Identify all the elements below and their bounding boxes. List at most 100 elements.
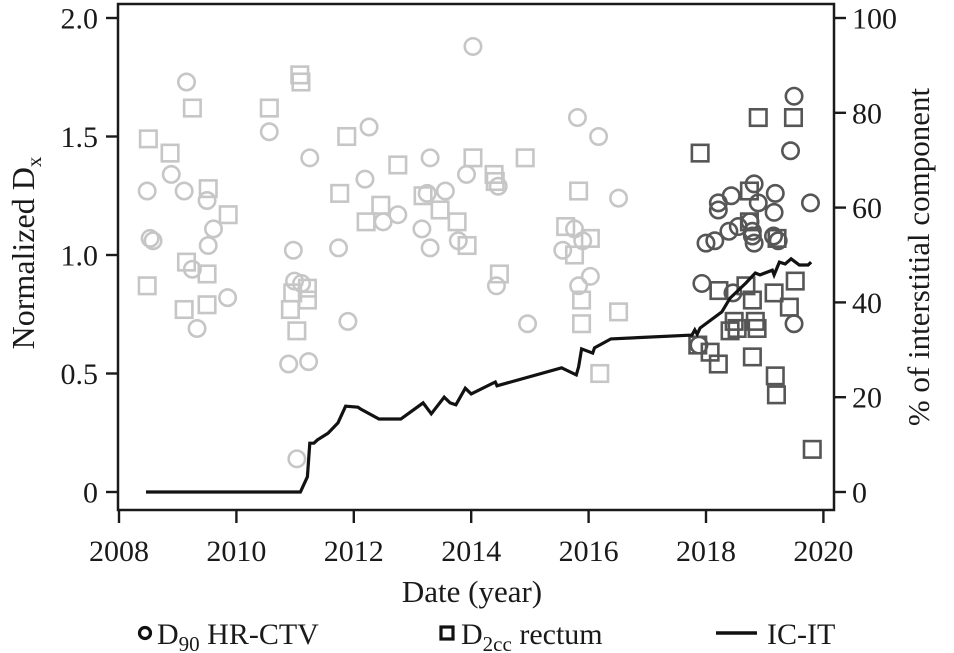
data-point-square [176, 252, 197, 272]
data-point-square [515, 148, 535, 168]
data-point-square [337, 126, 357, 147]
data-point-circle [609, 188, 629, 208]
data-point-circle [299, 352, 319, 372]
data-point-circle [412, 219, 432, 239]
data-point-circle [259, 122, 279, 142]
data-point-square [739, 212, 759, 232]
data-point-square [457, 235, 477, 256]
y-right-tick-label: 40 [852, 287, 882, 320]
data-point-square [564, 245, 585, 265]
data-point-square [764, 283, 784, 303]
data-point-circle [705, 231, 725, 251]
x-tick-label: 2010 [206, 535, 266, 568]
data-point-circle [338, 311, 358, 331]
data-point-circle [488, 176, 508, 196]
data-point-square [747, 318, 767, 339]
data-point-circle [283, 240, 303, 260]
data-point-circle [781, 141, 801, 161]
data-point-square [708, 354, 728, 374]
data-point-square [556, 217, 576, 237]
y-right-tick-label: 80 [852, 97, 882, 130]
data-point-circle [719, 221, 739, 241]
data-point-circle [161, 164, 181, 184]
data-point-circle [708, 200, 728, 220]
data-point-square [174, 299, 194, 320]
data-point-square [160, 143, 180, 163]
data-point-square [447, 212, 467, 232]
x-tick-label: 2018 [676, 535, 736, 568]
data-point-circle [177, 72, 197, 92]
data-point-circle [457, 164, 477, 184]
data-point-square [138, 129, 158, 149]
x-tick-label: 2016 [559, 535, 619, 568]
data-point-square [785, 271, 805, 291]
x-tick-label: 2008 [89, 535, 149, 568]
y-left-ticks: 0 0.5 1.0 1.5 2.0 [61, 3, 118, 510]
y-axis-left-title: Normalized Dx [5, 156, 46, 349]
data-point-square [690, 143, 710, 163]
x-tick-label: 2012 [324, 535, 384, 568]
data-point-circle [373, 212, 393, 232]
data-point-square [783, 107, 804, 128]
legend-label-ic-it: IC-IT [767, 618, 835, 651]
data-point-square [489, 264, 509, 284]
data-point-square [767, 228, 787, 248]
data-point-square [280, 299, 300, 320]
data-point-square [608, 302, 629, 322]
y-right-tick-label: 100 [852, 3, 897, 36]
data-point-square [736, 276, 756, 296]
data-point-circle [580, 266, 600, 286]
data-point-square [218, 205, 238, 225]
legend-square-marker [439, 625, 455, 641]
data-point-circle [569, 276, 589, 296]
data-point-circle [204, 219, 224, 239]
data-point-circle [287, 449, 307, 469]
x-axis-title: Date (year) [402, 574, 542, 609]
data-point-square [330, 183, 350, 203]
data-point-square [182, 98, 202, 118]
data-point-circle [553, 240, 573, 260]
data-point-circle [300, 148, 320, 168]
data-point-square [739, 181, 759, 201]
data-point-circle [197, 190, 217, 210]
data-point-square [388, 155, 408, 175]
data-point-square [572, 290, 592, 310]
data-point-square [569, 181, 589, 201]
data-point-square [259, 98, 279, 118]
data-point-square [430, 200, 450, 220]
y-left-tick-label: 0.5 [61, 358, 99, 391]
data-point-circle [567, 108, 587, 128]
y-left-tick-label: 2.0 [61, 3, 99, 36]
legend-label-d2cc-rectum: D2cc rectum [461, 618, 603, 653]
legend-circle-marker [137, 625, 153, 641]
data-point-circle [463, 36, 483, 56]
data-point-square [485, 171, 505, 192]
y-right-tick-label: 60 [852, 192, 882, 225]
data-point-square [766, 385, 786, 405]
data-point-circle [198, 236, 218, 256]
data-point-circle [692, 273, 712, 293]
data-point-circle [765, 183, 785, 203]
series-ic-it [146, 256, 813, 494]
data-point-circle [174, 181, 194, 201]
data-point-circle [140, 228, 160, 248]
data-point-circle [355, 169, 375, 189]
data-point-circle [187, 318, 207, 338]
data-point-circle [279, 354, 299, 374]
data-point-circle [800, 193, 820, 213]
y-right-ticks: 0 20 40 60 80 100 [834, 3, 897, 510]
y-left-tick-label: 1.0 [61, 240, 99, 273]
data-point-square [413, 186, 433, 206]
data-point-circle [435, 181, 455, 201]
data-point-square [709, 280, 729, 301]
data-point-square [572, 314, 592, 334]
data-point-circle [137, 181, 157, 201]
plot-content: 2008 2010 2012 2014 2016 2018 2020 0 0.5 1.0 1.5 2.… [61, 3, 898, 569]
data-point-circle [143, 231, 163, 251]
data-point-square [297, 278, 317, 298]
data-point-circle [359, 117, 379, 137]
data-point-circle [744, 233, 764, 253]
data-point-circle [764, 202, 784, 222]
